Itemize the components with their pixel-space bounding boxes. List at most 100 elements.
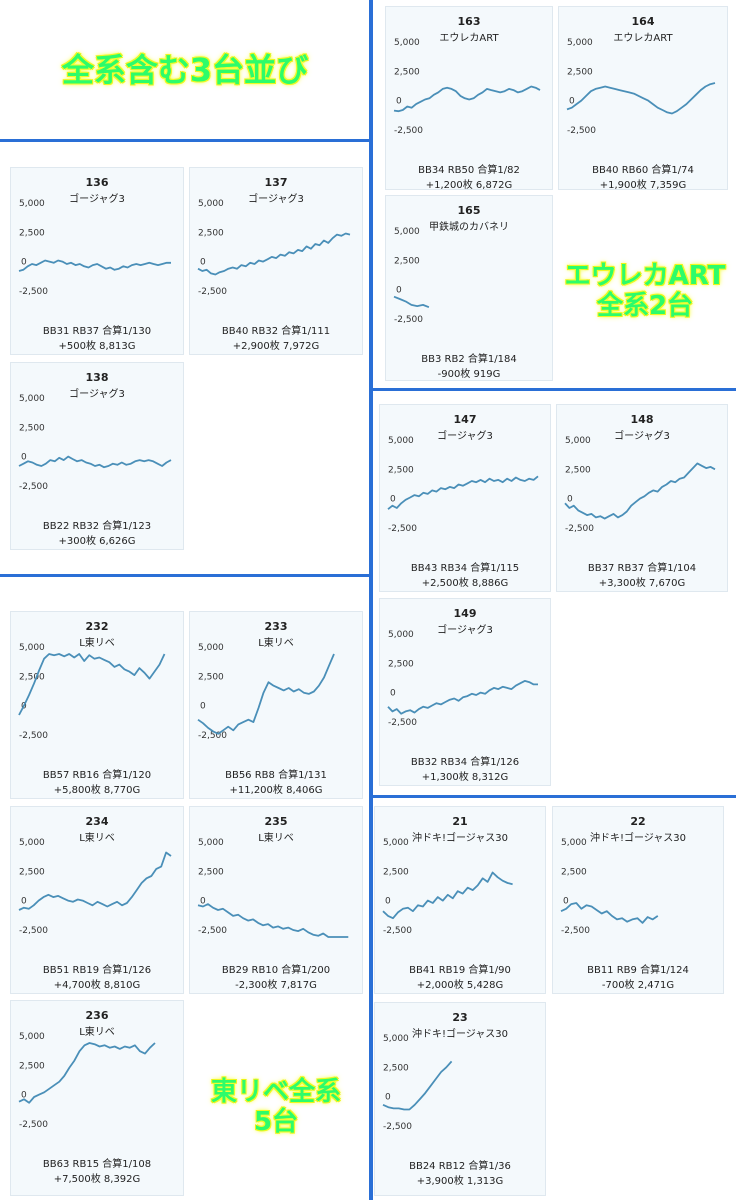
y-tick-label: 2,500: [19, 423, 45, 433]
y-tick-label: 0: [396, 97, 402, 107]
y-tick-label: 0: [385, 897, 391, 907]
banner-higashi-line2: 5台: [253, 1106, 299, 1137]
balance-line: [18, 851, 172, 911]
y-tick-label: -2,500: [19, 1120, 48, 1130]
chart-id: 23: [452, 1011, 468, 1024]
balance-chart: 5,000 2,500 0 -2,500: [387, 630, 538, 728]
chart-card-148: 148 ゴージャグ3 5,000 2,500 0 -2,500 BB37 RB37 合算1/…: [556, 404, 728, 592]
balance-chart: 5,000 2,500 0 -2,500: [197, 838, 349, 938]
balance-chart: 5,000 2,500 0 -2,500: [197, 199, 351, 297]
y-tick-label: 5,000: [388, 630, 414, 640]
machine-name: 甲鉄城のカバネリ: [429, 222, 509, 233]
chart-id: 21: [452, 815, 468, 828]
chart-card-23: 23 沖ドキ!ゴージャス30 5,000 2,500 0 -2,500 BB24 RB12 …: [374, 1002, 546, 1196]
balance-chart: 5,000 2,500 0 -2,500: [564, 436, 716, 534]
result-summary: +300枚 6,626G: [58, 536, 136, 547]
y-tick-label: 2,500: [198, 228, 224, 238]
chart-card-138: 138 ゴージャグ3 5,000 2,500 0 -2,500 BB22 RB32 合算1/…: [10, 362, 184, 550]
chart-id: 147: [453, 413, 477, 426]
bonus-summary: BB63 RB15 合算1/108: [42, 1159, 152, 1170]
chart-card-21: 21 沖ドキ!ゴージャス30 5,000 2,500 0 -2,500 BB41 RB19 …: [374, 806, 546, 994]
divider-top-left: [0, 139, 369, 142]
bonus-summary: BB3 RB2 合算1/184: [421, 354, 517, 365]
y-tick-label: -2,500: [19, 482, 48, 492]
y-tick-label: -2,500: [394, 126, 423, 136]
chart-card-234: 234 L東リベ 5,000 2,500 0 -2,500 BB51 RB19 合算1/12…: [10, 806, 184, 994]
y-tick-label: -2,500: [383, 1122, 412, 1132]
balance-line: [566, 82, 716, 115]
balance-chart: 5,000 2,500 0 -2,500: [18, 199, 171, 297]
y-tick-label: 0: [396, 286, 402, 296]
balance-chart: 5,000 2,500 0 -2,500: [393, 227, 430, 325]
bonus-summary: BB56 RB8 合算1/131: [225, 770, 327, 781]
banner-eureka-line2: 全系2台: [596, 290, 694, 321]
y-tick-label: 0: [200, 258, 206, 268]
y-tick-label: 5,000: [388, 436, 414, 446]
y-tick-label: 0: [200, 897, 206, 907]
banner-eureka: エウレカART 全系2台: [555, 261, 735, 322]
machine-name: L東リベ: [79, 833, 115, 844]
y-tick-label: -2,500: [198, 926, 227, 936]
balance-chart: 5,000 2,500 0 -2,500: [18, 838, 172, 936]
result-summary: +5,800枚 8,770G: [53, 785, 141, 796]
result-summary: +3,300枚 7,670G: [598, 578, 686, 589]
y-tick-label: 2,500: [388, 659, 414, 669]
machine-name: ゴージャグ3: [614, 431, 670, 442]
y-tick-label: 2,500: [383, 867, 409, 877]
result-summary: +1,900枚 7,359G: [599, 180, 687, 191]
y-tick-label: 2,500: [19, 228, 45, 238]
y-tick-label: 2,500: [394, 67, 420, 77]
y-tick-label: 0: [390, 689, 396, 699]
y-tick-label: 2,500: [19, 672, 45, 682]
y-tick-label: 0: [21, 1091, 27, 1101]
y-tick-label: 2,500: [567, 67, 593, 77]
y-tick-label: -2,500: [19, 287, 48, 297]
chart-card-136: 136 ゴージャグ3 5,000 2,500 0 -2,500 BB31 RB37 合算1/…: [10, 167, 184, 355]
balance-line: [197, 653, 335, 735]
y-tick-label: -2,500: [198, 287, 227, 297]
y-tick-label: 5,000: [394, 227, 420, 237]
y-tick-label: 5,000: [198, 643, 224, 653]
balance-chart: 5,000 2,500 0 -2,500: [560, 838, 659, 936]
chart-card-137: 137 ゴージャグ3 5,000 2,500 0 -2,500 BB40 RB32 合算1/…: [189, 167, 363, 355]
y-tick-label: 5,000: [561, 838, 587, 848]
bonus-summary: BB34 RB50 合算1/82: [418, 165, 520, 176]
machine-name: 沖ドキ!ゴージャス30: [411, 1029, 509, 1040]
result-summary: +11,200枚 8,406G: [229, 785, 323, 796]
machine-name: ゴージャグ3: [69, 389, 125, 400]
y-tick-label: 0: [385, 1093, 391, 1103]
machine-name: ゴージャグ3: [437, 625, 493, 636]
balance-line: [564, 462, 716, 520]
machine-name: ゴージャグ3: [437, 431, 493, 442]
divider-vertical-main: [369, 0, 373, 1200]
balance-chart: 5,000 2,500 0 -2,500: [382, 1034, 453, 1132]
chart-card-149: 149 ゴージャグ3 5,000 2,500 0 -2,500 BB32 RB34 合算1/…: [379, 598, 551, 786]
y-tick-label: 2,500: [19, 867, 45, 877]
chart-id: 138: [85, 371, 109, 384]
balance-line: [393, 295, 430, 309]
y-tick-label: 2,500: [383, 1063, 409, 1073]
divider-mid-right: [373, 795, 736, 798]
machine-name: ゴージャグ3: [69, 194, 125, 205]
chart-id: 233: [264, 620, 288, 633]
y-tick-label: 5,000: [383, 838, 409, 848]
y-tick-label: 5,000: [19, 394, 45, 404]
chart-card-147: 147 ゴージャグ3 5,000 2,500 0 -2,500 BB43 RB34 合算1/…: [379, 404, 551, 592]
result-summary: +2,500枚 8,886G: [421, 578, 509, 589]
y-tick-label: -2,500: [394, 315, 423, 325]
divider-mid-left: [0, 574, 369, 577]
y-tick-label: 5,000: [565, 436, 591, 446]
machine-name: L東リベ: [79, 1027, 115, 1038]
y-tick-label: 2,500: [394, 256, 420, 266]
bonus-summary: BB32 RB34 合算1/126: [410, 757, 520, 768]
machine-name: L東リベ: [258, 833, 294, 844]
y-tick-label: 2,500: [19, 1061, 45, 1071]
y-tick-label: 5,000: [198, 838, 224, 848]
chart-id: 232: [85, 620, 109, 633]
balance-chart: 5,000 2,500 0 -2,500: [382, 838, 513, 936]
bonus-summary: BB11 RB9 合算1/124: [587, 965, 689, 976]
balance-line: [197, 903, 349, 938]
y-tick-label: -2,500: [565, 524, 594, 534]
chart-card-22: 22 沖ドキ!ゴージャス30 5,000 2,500 0 -2,500 BB11 RB9 合…: [552, 806, 724, 994]
chart-id: 164: [631, 15, 655, 28]
